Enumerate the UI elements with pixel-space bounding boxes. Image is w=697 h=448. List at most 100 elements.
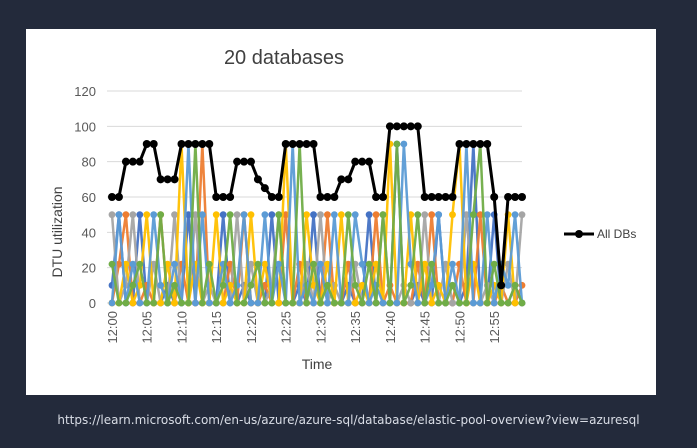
all-dbs-point [128,157,137,166]
db-series-6-point [122,299,130,307]
db-series-6-point [164,299,171,307]
all-dbs-point [413,122,422,131]
all-dbs-point [427,193,436,201]
db-series-6-point [330,299,338,307]
x-tick-label-12:50: 12:50 [452,311,467,344]
db-series-3-point [108,211,116,219]
db-series-6-point [150,299,158,307]
all-dbs-point [365,157,374,166]
x-tick-label-12:40: 12:40 [383,311,398,344]
all-dbs-point [420,193,429,201]
all-dbs-point [316,193,325,201]
all-dbs-point [121,157,130,166]
all-dbs-point [469,140,478,148]
x-tick-label-12:35: 12:35 [348,311,363,344]
db-series-4-point [247,211,255,219]
all-dbs-point [518,193,526,201]
legend-label-all-dbs: All DBs [597,227,636,241]
db-series-5-point [324,299,331,307]
db-series-5-point [150,211,158,219]
db-series-6-point [365,260,373,268]
all-dbs-point [156,175,165,184]
all-dbs-point [497,281,506,290]
db-series-5-point [469,299,477,307]
db-series-3-point [407,299,415,307]
x-tick-label-12:55: 12:55 [487,311,502,344]
all-dbs-point [108,193,116,201]
db-series-6-point [490,260,498,268]
db-series-4-point [351,299,359,307]
all-dbs-point [351,157,360,166]
db-series-6-point [483,299,491,307]
db-series-5-point [108,299,116,307]
db-series-4-point [157,299,165,307]
database-series-group [108,140,526,307]
db-series-6-point [261,299,269,307]
all-dbs-point [476,140,485,148]
db-series-4-point [261,260,269,268]
db-series-6-point [511,281,519,289]
db-series-6-point [337,299,345,307]
all-dbs-point [267,193,276,201]
db-series-line-4 [112,142,522,305]
db-series-6-point [344,211,352,219]
db-series-5-point [490,299,498,307]
all-dbs-point [219,193,228,201]
db-series-5-point [247,299,255,307]
all-dbs-point [483,140,492,148]
db-series-5-point [171,260,178,268]
all-dbs-point [385,122,394,131]
db-series-6-point [414,211,422,219]
x-tick-label-12:20: 12:20 [244,311,259,344]
db-series-6-point [449,281,456,289]
all-dbs-point [309,140,318,148]
db-series-6-point [143,299,151,307]
db-series-5-point [205,299,213,307]
db-series-2-point [428,211,436,219]
y-tick-labels: 0 20 40 60 80 100 120 [74,84,96,311]
db-series-6-point [205,260,213,268]
db-series-1-point [219,211,227,219]
all-dbs-point [260,184,269,193]
db-series-5-point [476,299,484,307]
db-series-6-point [108,260,116,268]
db-series-6-point [303,299,310,307]
db-series-4-point [303,211,310,219]
all-dbs-point [114,193,123,201]
db-series-line-2 [110,142,524,305]
all-dbs-point [406,122,415,131]
all-dbs-point [302,140,311,148]
all-dbs-point [441,193,450,201]
db-series-5-point [115,211,123,219]
db-series-3-point [233,211,241,219]
db-series-6-point [136,260,144,268]
y-tick-label-60: 60 [82,190,96,205]
source-url-caption: https://learn.microsoft.com/en-us/azure/… [57,413,640,427]
all-dbs-point [246,157,255,166]
db-series-5-point [344,299,352,307]
db-series-5-point [351,211,359,219]
db-series-6-point [497,299,505,307]
db-series-2-point [372,211,380,219]
db-series-1-point [365,211,373,219]
db-series-4-point [428,299,436,307]
all-dbs-point [191,140,200,148]
db-series-6-point [219,281,227,289]
db-series-5-point [296,299,304,307]
y-axis-title: DTU utilization [49,186,65,277]
db-series-5-point [393,299,401,307]
all-dbs-point [253,175,262,184]
all-dbs-point [434,193,443,201]
chart-panel: 20 databases 0 20 40 60 80 100 120 12:00 12:05 1… [26,29,656,395]
db-series-6-point [379,211,387,219]
all-dbs-point [330,193,339,201]
db-series-6-point [198,299,206,307]
db-series-6-point [324,281,331,289]
db-series-6-point [421,299,429,307]
db-series-5-point [129,260,137,268]
db-series-6-point [129,281,137,289]
y-tick-label-40: 40 [82,225,96,240]
all-dbs-point [323,193,332,201]
all-dbs-point [226,193,235,201]
all-dbs-point [233,157,242,166]
